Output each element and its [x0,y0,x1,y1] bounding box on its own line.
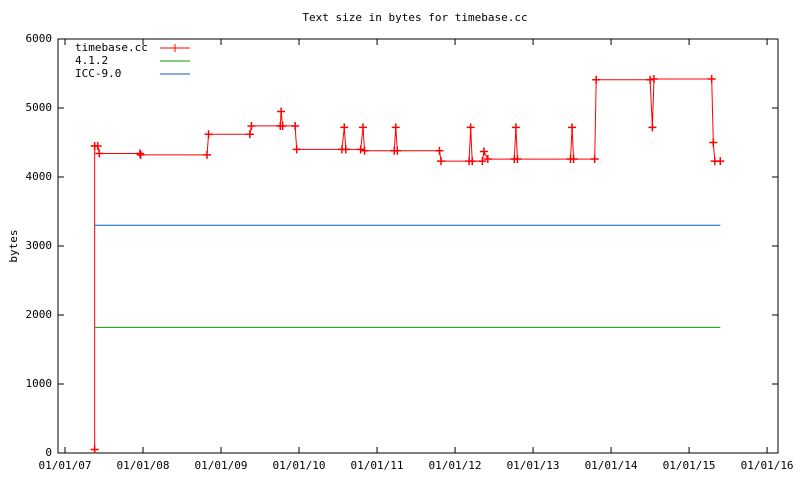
point-marker [649,75,658,84]
point-marker [247,121,256,130]
point-marker [393,146,402,155]
point-marker [291,121,300,130]
point-marker [204,130,213,139]
point-marker [435,146,444,155]
point-marker [292,145,301,154]
series-line [94,78,721,450]
point-marker [90,445,99,454]
point-marker [648,123,657,132]
point-marker [95,149,104,158]
x-tick-label: 01/01/09 [195,459,248,472]
y-axis-label: bytes [7,229,20,262]
point-marker [716,157,725,166]
point-marker [478,157,487,166]
point-marker [468,157,477,166]
point-marker [202,150,211,159]
point-marker [707,75,716,84]
point-marker [359,123,368,132]
point-marker [356,145,365,154]
x-tick-label: 01/01/14 [585,459,638,472]
point-marker [590,155,599,164]
point-marker [135,149,144,158]
point-marker [136,150,145,159]
y-tick-label: 0 [45,446,52,459]
y-tick-label: 3000 [26,239,53,252]
x-tick-label: 01/01/10 [273,459,326,472]
y-tick-label: 5000 [26,101,53,114]
point-marker [511,123,520,132]
point-marker [277,107,286,116]
legend-label: 4.1.2 [75,54,108,67]
point-marker [391,123,400,132]
point-marker [360,146,369,155]
point-marker [341,145,350,154]
x-tick-label: 01/01/13 [507,459,560,472]
point-marker [483,155,492,164]
legend-marker [171,44,179,52]
x-tick-label: 01/01/11 [351,459,404,472]
point-marker [568,123,577,132]
y-tick-label: 6000 [26,32,53,45]
point-marker [592,75,601,84]
point-marker [278,121,287,130]
point-marker [466,123,475,132]
point-marker [569,155,578,164]
legend-label: timebase.cc [75,41,148,54]
point-marker [513,155,522,164]
point-marker [93,141,102,150]
point-marker [245,130,254,139]
x-tick-label: 01/01/07 [39,459,92,472]
point-marker [437,157,446,166]
y-tick-label: 4000 [26,170,53,183]
point-marker [479,147,488,156]
point-marker [709,138,718,147]
x-tick-label: 01/01/15 [663,459,716,472]
x-tick-label: 01/01/08 [117,459,170,472]
legend-label: ICC-9.0 [75,67,121,80]
y-tick-label: 1000 [26,377,53,390]
plot-frame [57,38,779,454]
chart-title: Text size in bytes for timebase.cc [302,11,527,24]
point-marker [340,123,349,132]
x-tick-label: 01/01/12 [429,459,482,472]
x-tick-label: 01/01/16 [741,459,794,472]
y-tick-label: 2000 [26,308,53,321]
